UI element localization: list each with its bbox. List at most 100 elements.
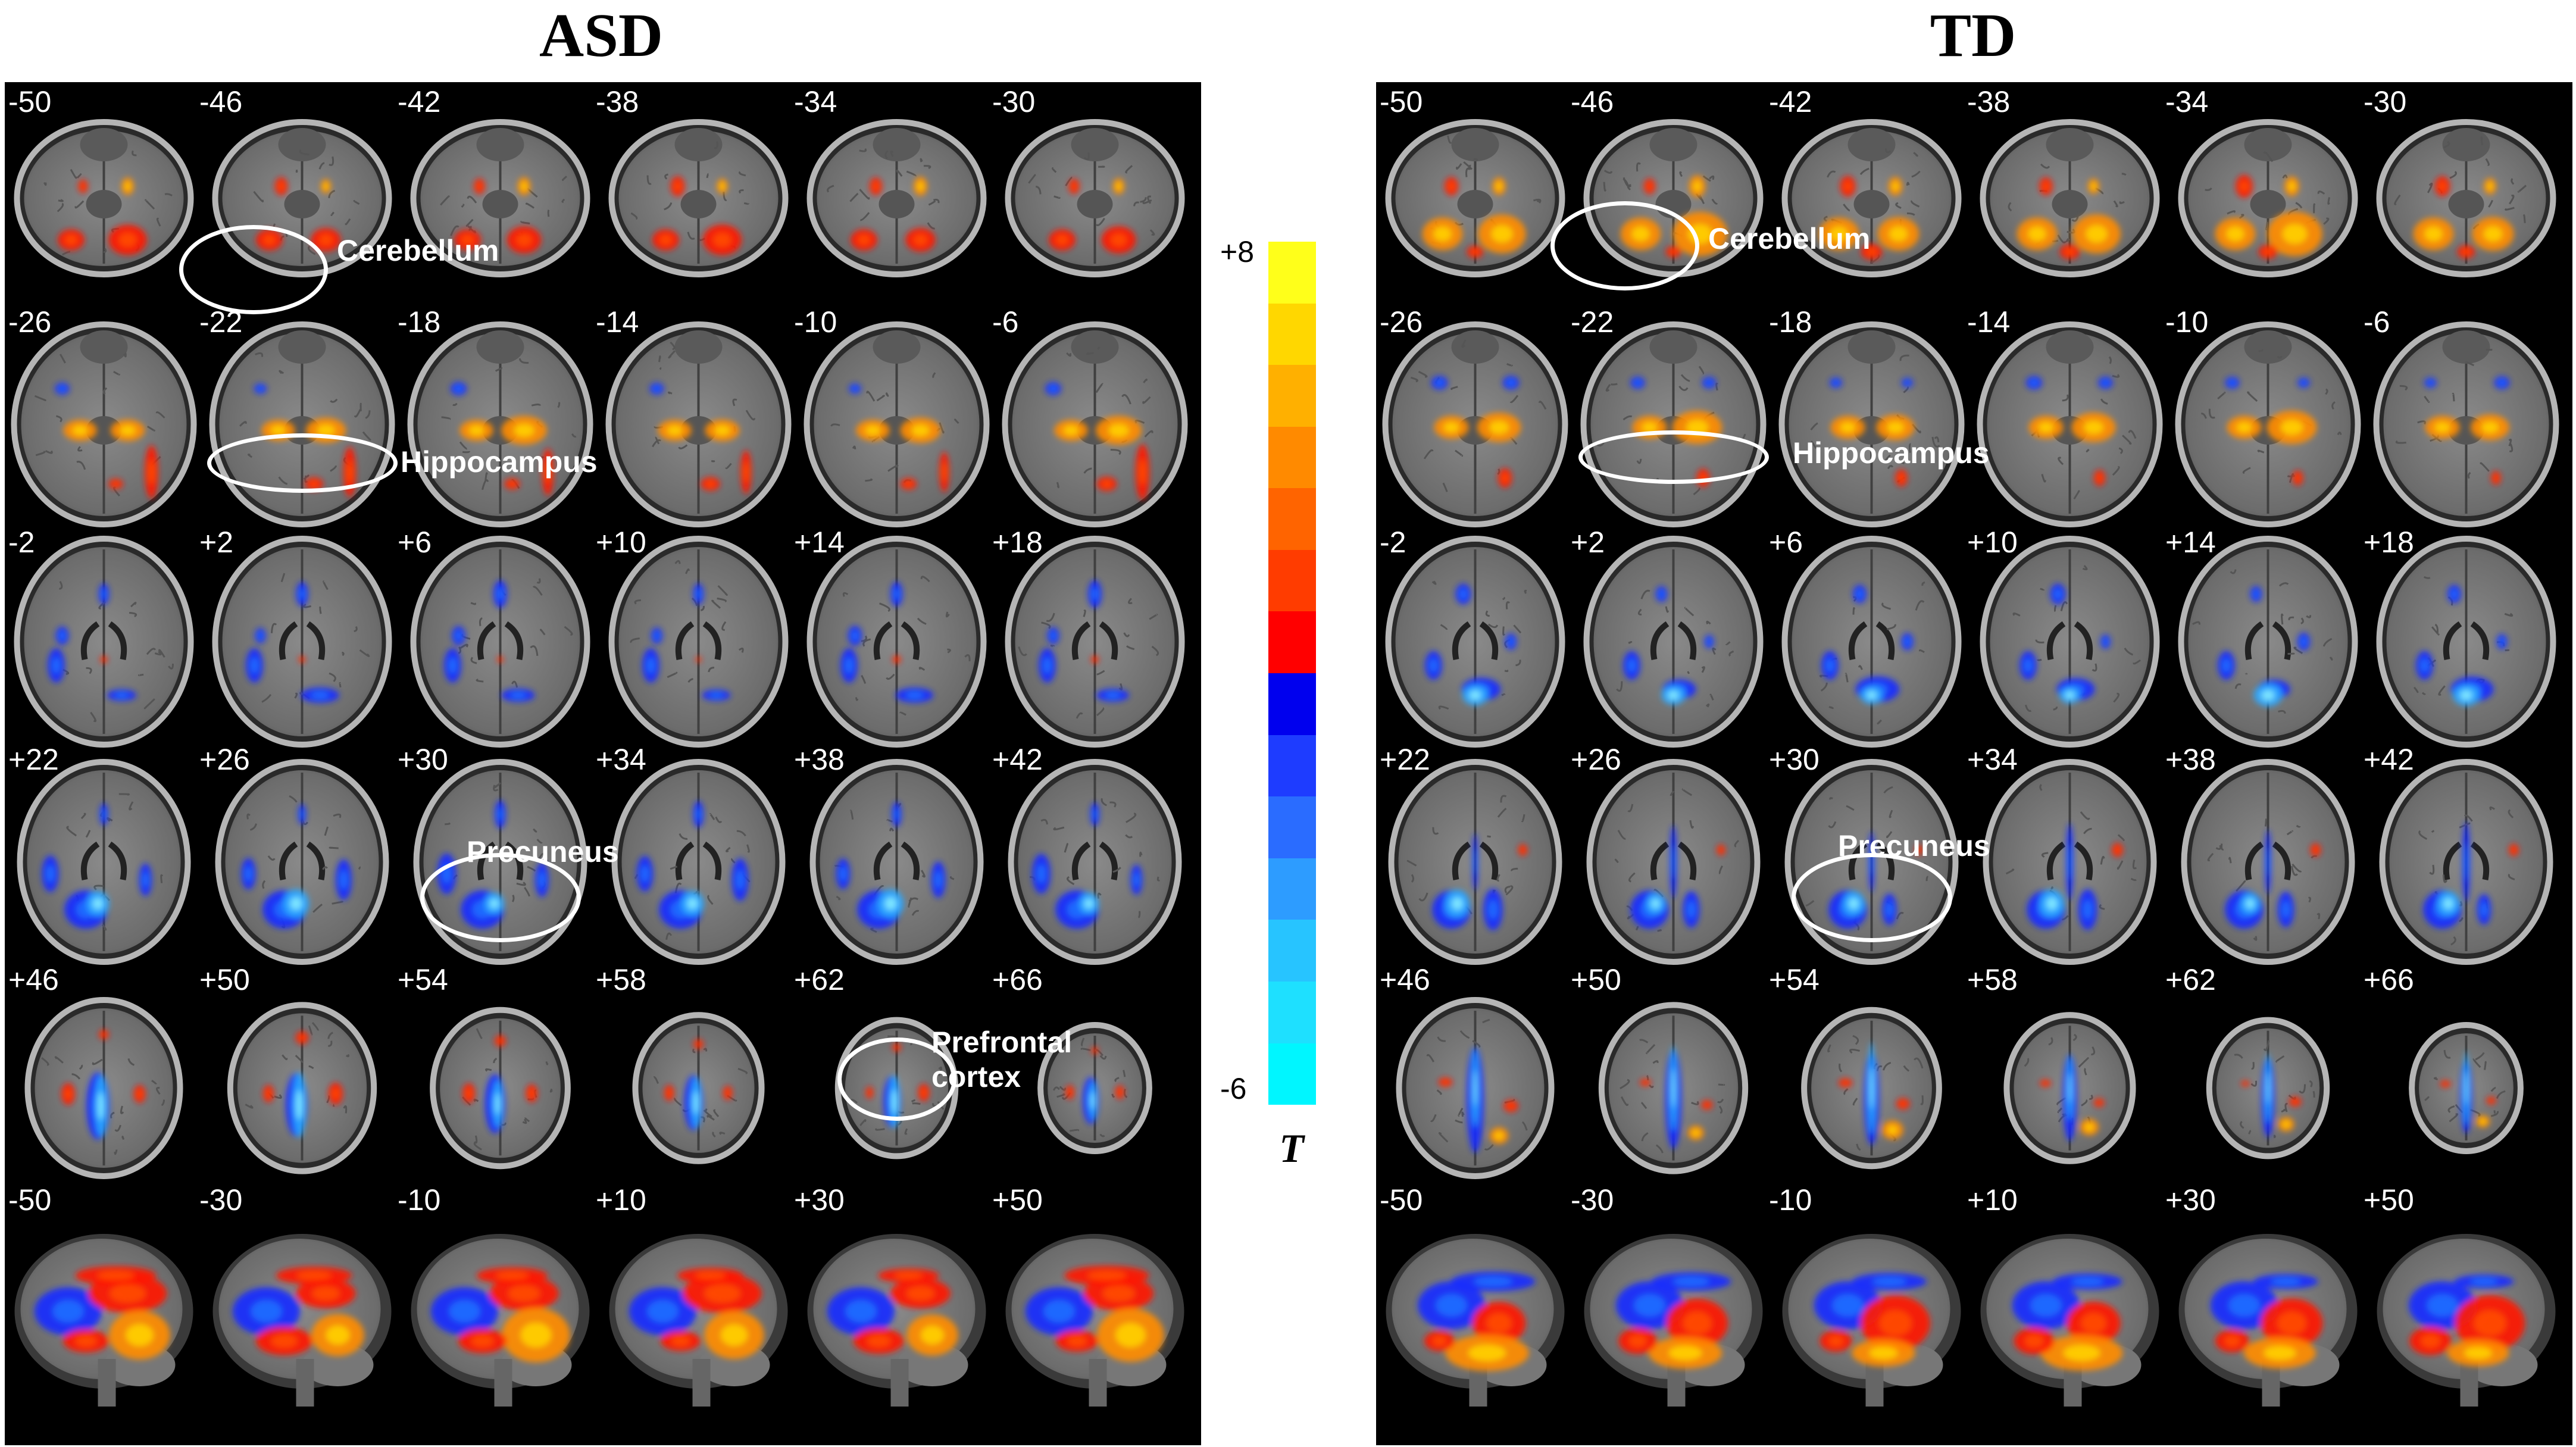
brain-slice-image bbox=[2206, 1017, 2330, 1160]
slice-coordinate-label: +62 bbox=[794, 963, 845, 996]
roi-highlight-ring bbox=[207, 433, 398, 493]
sagittal-slice-r6-c1: -50 bbox=[5, 1180, 203, 1407]
brain-slice-image bbox=[2181, 759, 2355, 965]
slice-coordinate-label: +50 bbox=[992, 1183, 1043, 1217]
slice-coordinate-label: +54 bbox=[398, 963, 448, 996]
slice-coordinate-label: -30 bbox=[199, 1183, 243, 1217]
roi-highlight-ring bbox=[1791, 853, 1952, 942]
brain-slice-image bbox=[1980, 1234, 2159, 1407]
slice-coordinate-label: -26 bbox=[1380, 305, 1423, 339]
brain-slice-image bbox=[2379, 759, 2553, 965]
axial-slice-r1-c5: -34 bbox=[794, 82, 996, 308]
brain-slice-image bbox=[2178, 119, 2358, 277]
axial-slice-r2-c5: -10 bbox=[794, 302, 996, 529]
colorbar-min-label: -6 bbox=[1220, 1072, 1247, 1105]
slice-coordinate-label: -46 bbox=[1571, 85, 1614, 118]
brain-slice-image bbox=[1781, 536, 1962, 748]
axial-slice-r1-c3: -42 bbox=[1769, 82, 1971, 308]
brain-slice-image bbox=[2178, 1234, 2358, 1407]
axial-slice-r1-c4: -38 bbox=[596, 82, 798, 308]
slice-coordinate-label: +54 bbox=[1769, 963, 1820, 996]
axial-slice-r2-c6: -6 bbox=[992, 302, 1194, 529]
brain-slice-image bbox=[804, 321, 990, 527]
axial-slice-r5-c2: +50 bbox=[1571, 960, 1772, 1186]
region-label: Hippocampus bbox=[1793, 436, 1990, 470]
sagittal-slice-r6-c1: -50 bbox=[1376, 1180, 1574, 1407]
axial-slice-r5-c1: +46 bbox=[1376, 960, 1574, 1186]
sagittal-slice-r6-c4: +10 bbox=[1967, 1180, 2169, 1407]
brain-slice-image bbox=[430, 1007, 571, 1170]
brain-slice-image bbox=[1983, 759, 2157, 965]
axial-slice-r5-c4: +58 bbox=[1967, 960, 2169, 1186]
slice-coordinate-label: +18 bbox=[992, 526, 1043, 559]
slice-coordinate-label: +14 bbox=[2165, 526, 2216, 559]
brain-slice-image bbox=[1385, 536, 1565, 748]
axial-slice-r3-c2: +2 bbox=[1571, 523, 1772, 749]
brain-slice-image bbox=[1002, 321, 1188, 527]
region-label: Cerebellum bbox=[337, 234, 499, 267]
brain-slice-image bbox=[2376, 119, 2556, 277]
brain-slice-image bbox=[807, 1234, 986, 1407]
brain-slice-image bbox=[1598, 1002, 1749, 1174]
brain-slice-image bbox=[608, 536, 789, 748]
slice-coordinate-label: -10 bbox=[398, 1183, 441, 1217]
sagittal-slice-r6-c6: +50 bbox=[992, 1180, 1194, 1407]
axial-slice-r3-c5: +14 bbox=[2165, 523, 2367, 749]
axial-slice-r3-c1: -2 bbox=[5, 523, 203, 749]
brain-slice-image bbox=[806, 119, 987, 277]
slice-coordinate-label: +10 bbox=[1967, 526, 2018, 559]
brain-slice-image bbox=[1977, 321, 2163, 527]
brain-slice-image bbox=[1005, 119, 1185, 277]
slice-coordinate-label: -18 bbox=[1769, 305, 1812, 339]
axial-slice-r4-c2: +26 bbox=[1571, 740, 1772, 966]
brain-slice-image bbox=[407, 321, 593, 527]
slice-coordinate-label: -34 bbox=[794, 85, 837, 118]
slice-coordinate-label: +50 bbox=[2364, 1183, 2414, 1217]
axial-slice-r1-c3: -42 bbox=[398, 82, 599, 308]
axial-slice-r5-c1: +46 bbox=[5, 960, 203, 1186]
brain-slice-image bbox=[2409, 1022, 2524, 1154]
slice-coordinate-label: +14 bbox=[794, 526, 845, 559]
brain-slice-image bbox=[410, 536, 590, 748]
axial-slice-r2-c4: -14 bbox=[1967, 302, 2169, 529]
roi-highlight-ring bbox=[179, 225, 328, 314]
slice-coordinate-label: -50 bbox=[8, 1183, 52, 1217]
axial-slice-r1-c6: -30 bbox=[2364, 82, 2565, 308]
slice-coordinate-label: +18 bbox=[2364, 526, 2414, 559]
colorbar-segment bbox=[1268, 796, 1316, 858]
brain-slice-image bbox=[410, 119, 590, 277]
roi-highlight-ring bbox=[1550, 201, 1699, 290]
asd-panel: -50 -46 -42 -38 -34 -30 -26 -22 -18 -14 -10 -6 -2 +2 +… bbox=[5, 82, 1201, 1445]
axial-slice-r2-c3: -18 bbox=[1769, 302, 1971, 529]
axial-slice-r5-c6: +66 bbox=[2364, 960, 2565, 1186]
axial-slice-r3-c6: +18 bbox=[2364, 523, 2565, 749]
brain-slice-image bbox=[609, 1234, 788, 1407]
axial-slice-r2-c1: -26 bbox=[5, 302, 203, 529]
t-colorbar bbox=[1268, 242, 1316, 1105]
slice-coordinate-label: +58 bbox=[1967, 963, 2018, 996]
axial-slice-r5-c5: +62 bbox=[2165, 960, 2367, 1186]
slice-coordinate-label: +66 bbox=[992, 963, 1043, 996]
slice-coordinate-label: +30 bbox=[794, 1183, 845, 1217]
brain-slice-image bbox=[212, 1234, 392, 1407]
axial-slice-r2-c6: -6 bbox=[2364, 302, 2565, 529]
slice-coordinate-label: +50 bbox=[199, 963, 250, 996]
slice-coordinate-label: -50 bbox=[1380, 1183, 1423, 1217]
brain-slice-image bbox=[1782, 1234, 1961, 1407]
slice-coordinate-label: -26 bbox=[8, 305, 52, 339]
sagittal-slice-r6-c4: +10 bbox=[596, 1180, 798, 1407]
colorbar-max-label: +8 bbox=[1220, 235, 1255, 268]
slice-coordinate-label: +30 bbox=[1769, 743, 1820, 776]
slice-coordinate-label: -6 bbox=[2364, 305, 2390, 339]
brain-slice-image bbox=[227, 1002, 377, 1174]
brain-slice-image bbox=[1008, 759, 1182, 965]
brain-slice-image bbox=[1005, 1234, 1184, 1407]
slice-coordinate-label: +10 bbox=[596, 526, 646, 559]
slice-coordinate-label: +26 bbox=[1571, 743, 1621, 776]
roi-highlight-ring bbox=[1578, 430, 1769, 484]
slice-coordinate-label: -50 bbox=[8, 85, 52, 118]
brain-slice-image bbox=[1396, 997, 1555, 1179]
brain-slice-image bbox=[632, 1012, 765, 1164]
brain-slice-image bbox=[411, 1234, 590, 1407]
brain-slice-image bbox=[1005, 536, 1185, 748]
